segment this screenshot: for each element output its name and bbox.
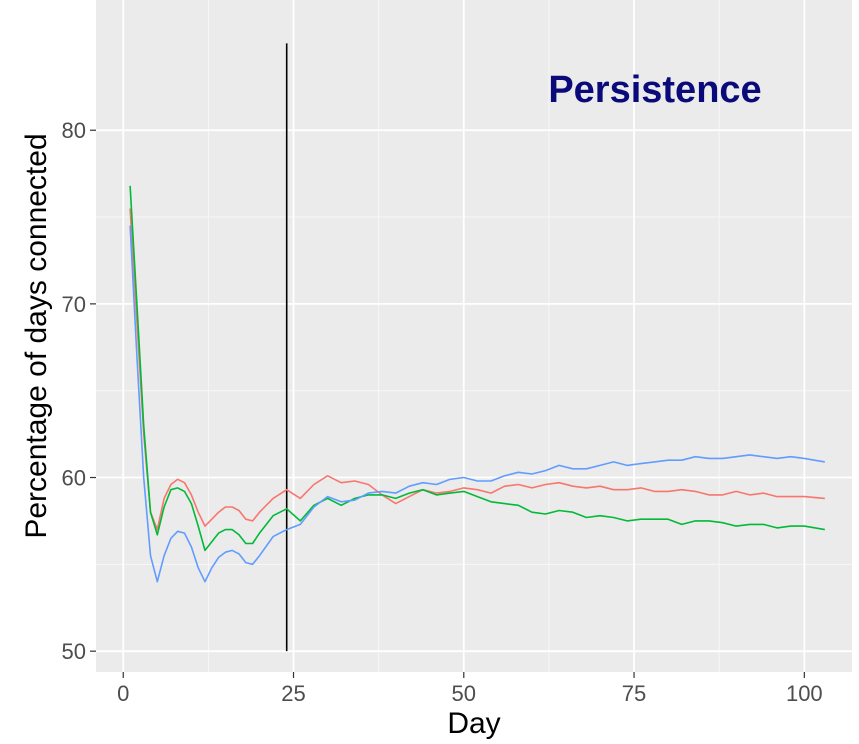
grid-major bbox=[96, 0, 852, 672]
y-axis-ticks: 50 60 70 80 bbox=[62, 118, 96, 664]
chart-annotation: Persistence bbox=[548, 69, 761, 111]
x-tick-label: 50 bbox=[452, 681, 476, 706]
y-tick-label: 50 bbox=[62, 639, 86, 664]
grid-minor bbox=[96, 0, 852, 672]
x-tick-label: 75 bbox=[622, 681, 646, 706]
x-axis-title: Day bbox=[447, 707, 500, 740]
y-tick-label: 70 bbox=[62, 292, 86, 317]
x-tick-label: 100 bbox=[786, 681, 823, 706]
x-tick-label: 25 bbox=[281, 681, 305, 706]
x-tick-label: 0 bbox=[117, 681, 129, 706]
y-tick-label: 60 bbox=[62, 466, 86, 491]
y-tick-label: 80 bbox=[62, 118, 86, 143]
x-axis-ticks: 0 25 50 75 100 bbox=[117, 672, 823, 706]
series-line-1 bbox=[129, 208, 825, 531]
y-axis-title: Percentage of days connected bbox=[20, 133, 53, 538]
series-line-3 bbox=[129, 225, 825, 583]
series-lines bbox=[129, 185, 825, 583]
plot-panel bbox=[96, 0, 852, 672]
series-line-2 bbox=[129, 185, 825, 552]
